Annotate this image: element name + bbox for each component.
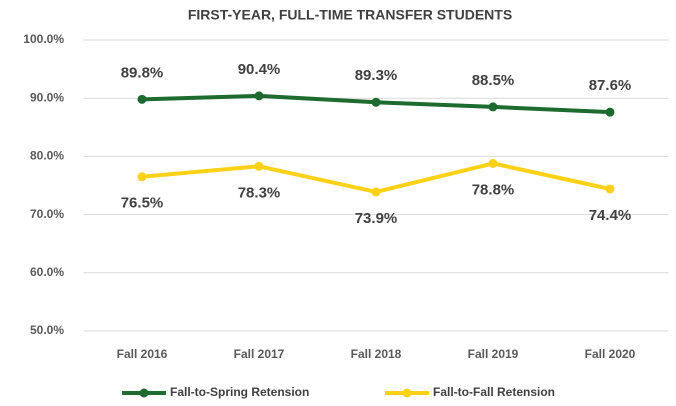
y-tick-label: 60.0% bbox=[30, 265, 64, 279]
data-point bbox=[605, 184, 615, 194]
data-label: 89.3% bbox=[355, 67, 398, 84]
data-point bbox=[137, 172, 147, 182]
x-tick-label: Fall 2018 bbox=[351, 347, 402, 361]
data-point bbox=[488, 102, 498, 112]
y-tick-label: 80.0% bbox=[30, 149, 64, 163]
data-label: 78.3% bbox=[238, 184, 281, 201]
data-label: 78.8% bbox=[472, 181, 515, 198]
data-label: 87.6% bbox=[589, 77, 632, 94]
x-tick-label: Fall 2020 bbox=[585, 347, 636, 361]
data-point bbox=[371, 187, 381, 197]
chart-title: FIRST-YEAR, FULL-TIME TRANSFER STUDENTS bbox=[188, 7, 512, 23]
legend-label: Fall-to-Fall Retension bbox=[433, 385, 555, 399]
data-point bbox=[254, 161, 264, 171]
data-point bbox=[371, 97, 381, 107]
y-tick-label: 100.0% bbox=[23, 32, 64, 46]
data-label: 74.4% bbox=[589, 207, 632, 224]
data-label: 73.9% bbox=[355, 210, 398, 227]
legend-marker bbox=[402, 388, 412, 398]
y-tick-label: 70.0% bbox=[30, 207, 64, 221]
data-label: 88.5% bbox=[472, 72, 515, 89]
legend-label: Fall-to-Spring Retension bbox=[170, 385, 309, 399]
data-point bbox=[488, 158, 498, 168]
y-tick-label: 50.0% bbox=[30, 323, 64, 337]
data-point bbox=[254, 91, 264, 101]
data-point bbox=[605, 107, 615, 117]
data-label: 76.5% bbox=[121, 195, 164, 212]
data-point bbox=[137, 94, 147, 104]
y-tick-label: 90.0% bbox=[30, 90, 64, 104]
data-label: 89.8% bbox=[121, 64, 164, 81]
legend-marker bbox=[139, 388, 149, 398]
x-tick-label: Fall 2017 bbox=[234, 347, 285, 361]
x-tick-label: Fall 2016 bbox=[117, 347, 168, 361]
data-label: 90.4% bbox=[238, 61, 281, 78]
x-tick-label: Fall 2019 bbox=[468, 347, 519, 361]
